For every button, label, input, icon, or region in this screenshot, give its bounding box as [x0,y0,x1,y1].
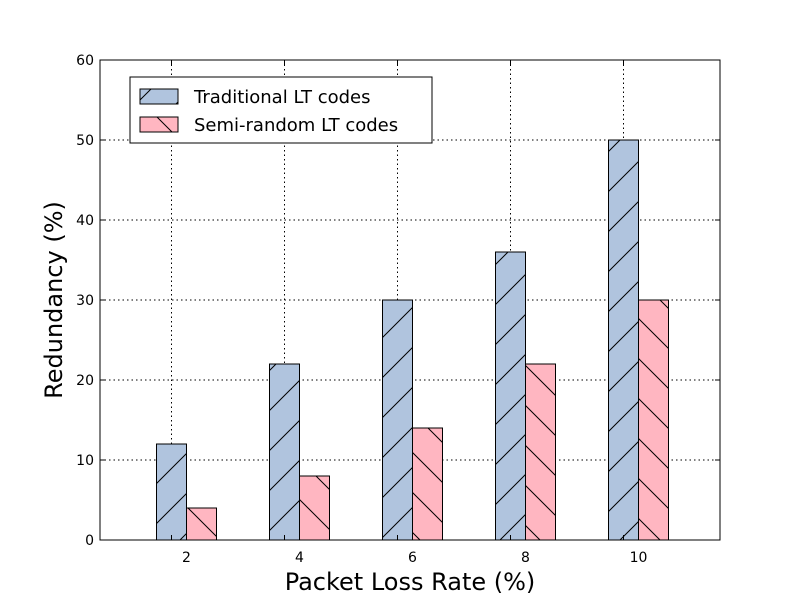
legend-label-traditional: Traditional LT codes [193,87,371,108]
bar-traditional-lt [269,363,300,541]
x-tick-label: 10 [630,550,648,566]
x-tick-label: 6 [408,550,417,566]
bar-semi-random-lt [299,475,330,541]
x-axis-label: Packet Loss Rate (%) [285,568,536,596]
y-tick-label: 0 [85,533,94,549]
y-tick-label: 40 [76,213,94,229]
y-tick-label: 60 [76,53,94,69]
bar-traditional-lt [156,443,187,541]
x-tick-label: 8 [521,550,530,566]
y-tick-label: 30 [76,293,94,309]
y-tick-label: 20 [76,373,94,389]
legend-label-semi-random: Semi-random LT codes [194,115,398,136]
bar-semi-random-lt [186,507,217,541]
axis-ticks: 0 10 20 30 40 50 60 2 4 6 8 10 [76,53,720,566]
bars [156,139,669,541]
legend-swatch-semi-random [139,116,179,133]
y-tick-label: 50 [76,133,94,149]
legend: Traditional LT codes Semi-random LT code… [129,76,433,144]
bar-traditional-lt [382,299,413,541]
bar-semi-random-lt [638,299,669,541]
bar-semi-random-lt [412,427,443,541]
bar-traditional-lt [608,139,639,541]
legend-swatch-traditional [139,88,179,105]
bar-semi-random-lt [525,363,556,541]
legend-box [129,76,433,144]
y-tick-label: 10 [76,453,94,469]
x-tick-label: 4 [295,550,304,566]
bar-traditional-lt [495,251,526,541]
x-tick-label: 2 [182,550,191,566]
y-axis-label: Redundancy (%) [40,201,68,399]
